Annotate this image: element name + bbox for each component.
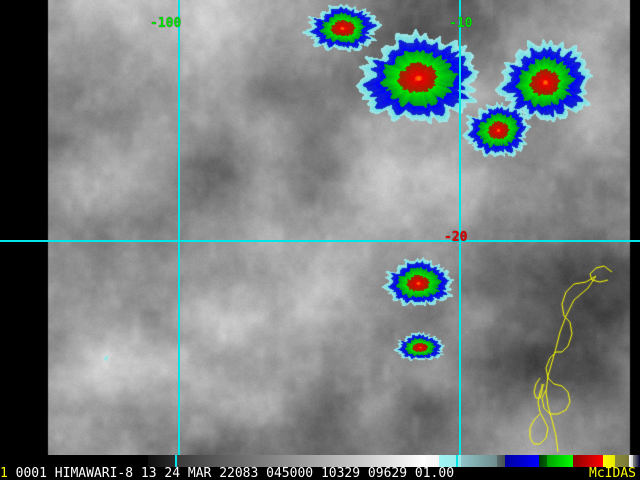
grid-label-minus10: -10 (449, 16, 473, 31)
color-bar-segment-3 (280, 455, 380, 467)
color-bar-segment-14 (615, 455, 629, 467)
enhancement-color-bar[interactable] (0, 455, 640, 467)
line-coordinate: 10329 (320, 466, 361, 480)
status-separator-3 (133, 467, 141, 480)
color-bar-segment-8 (497, 455, 505, 467)
station-id: 0001 (15, 466, 47, 480)
color-bar-segment-15 (629, 455, 633, 467)
color-bar-segment-1 (148, 455, 176, 467)
infrared-satellite-image[interactable] (0, 0, 640, 455)
status-separator-9 (360, 467, 368, 480)
mcidas-brand-label: McIDAS (589, 466, 636, 480)
color-bar-segment-12 (573, 455, 603, 467)
day-of-month: 24 (164, 466, 181, 480)
band-number: 13 (140, 466, 157, 480)
status-separator-5 (180, 467, 188, 480)
color-bar-segment-16 (633, 455, 640, 467)
status-separator-4 (157, 467, 165, 480)
grid-line-vertical-0 (178, 0, 180, 455)
status-separator-2 (47, 467, 55, 480)
color-bar-segment-11 (547, 455, 573, 467)
grid-label-minus100: -100 (150, 16, 182, 31)
bottom-bar: 1 0001 HIMAWARI-8 13 24 MAR 22083 045000… (0, 455, 640, 480)
resolution-value: 01.00 (414, 466, 455, 480)
color-bar-segment-5 (425, 455, 439, 467)
status-separator-6 (211, 467, 219, 480)
color-bar-segment-10 (539, 455, 547, 467)
color-bar-segment-9 (505, 455, 539, 467)
status-separator-1 (8, 467, 16, 480)
status-line: 1 0001 HIMAWARI-8 13 24 MAR 22083 045000… (0, 467, 640, 480)
color-bar-segment-13 (603, 455, 615, 467)
grid-label-minus20: -20 (444, 230, 468, 245)
month-name: MAR (187, 466, 212, 480)
color-bar-segment-4 (380, 455, 425, 467)
element-coordinate: 09629 (367, 466, 408, 480)
color-bar-segment-2 (176, 455, 280, 467)
grid-line-horizontal-0 (0, 240, 640, 242)
image-time-utc: 045000 (266, 466, 314, 480)
grid-line-vertical-1 (459, 0, 461, 455)
status-separator-8 (313, 467, 321, 480)
status-separator-7 (258, 467, 266, 480)
color-bar-segment-7 (461, 455, 497, 467)
color-bar-segment-0 (0, 455, 148, 467)
color-bar-segment-6 (439, 455, 461, 467)
satellite-name: HIMAWARI-8 (54, 466, 134, 480)
color-bar-tick-0 (175, 455, 177, 467)
satellite-image-panel[interactable] (0, 0, 640, 455)
year-julian-day: 22083 (219, 466, 259, 480)
status-separator-10 (407, 467, 415, 480)
color-bar-tick-1 (456, 455, 458, 467)
frame-number: 1 (0, 466, 8, 480)
